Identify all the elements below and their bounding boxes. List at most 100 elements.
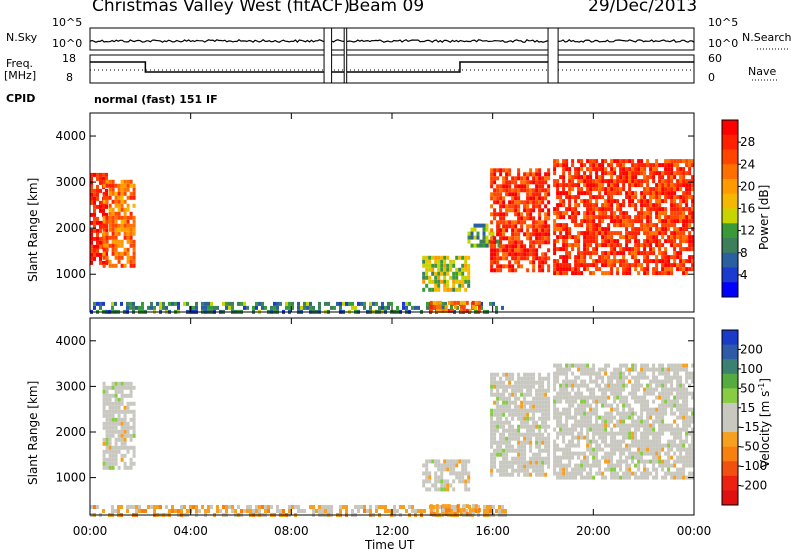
range-cell xyxy=(517,176,521,181)
range-cell xyxy=(685,171,689,176)
range-cell xyxy=(523,436,527,441)
range-cell xyxy=(568,187,572,192)
range-cell xyxy=(559,383,563,388)
range-cell xyxy=(646,203,650,208)
range-cell xyxy=(646,227,650,232)
range-cell xyxy=(691,439,695,444)
range-cell xyxy=(438,304,442,309)
range-cell xyxy=(490,464,494,469)
range-cell xyxy=(553,463,557,468)
range-cell xyxy=(255,301,258,306)
range-cell xyxy=(462,504,466,509)
range-cell xyxy=(312,505,315,509)
range-cell xyxy=(625,415,629,420)
range-cell xyxy=(568,459,572,464)
range-cell xyxy=(126,187,130,192)
range-cell xyxy=(120,191,124,196)
range-cell xyxy=(637,271,641,276)
range-cell xyxy=(514,184,518,189)
range-cell xyxy=(598,471,602,476)
range-cell xyxy=(102,397,106,402)
range-cell xyxy=(592,259,596,264)
range-cell xyxy=(562,255,566,260)
range-cell xyxy=(425,487,429,492)
range-cell xyxy=(532,188,536,193)
range-cell xyxy=(511,376,515,381)
range-cell xyxy=(589,271,593,276)
range-cell xyxy=(520,220,524,225)
range-cell xyxy=(123,191,127,196)
range-cell xyxy=(434,259,438,264)
range-cell xyxy=(126,219,130,224)
range-cell xyxy=(559,255,563,260)
range-cell xyxy=(102,208,105,213)
range-cell xyxy=(595,403,599,408)
beam-label: Beam 09 xyxy=(348,0,425,16)
range-cell xyxy=(553,207,557,212)
range-cell xyxy=(670,427,674,432)
range-cell xyxy=(679,439,683,444)
range-cell xyxy=(640,203,644,208)
range-cell xyxy=(207,505,210,509)
range-cell xyxy=(93,204,96,209)
plot-area xyxy=(90,318,694,515)
range-cell xyxy=(559,399,563,404)
range-cell xyxy=(691,235,695,240)
range-cell xyxy=(589,219,593,224)
range-cell xyxy=(526,212,530,217)
range-cell xyxy=(691,375,695,380)
range-cell xyxy=(102,251,106,256)
range-cell xyxy=(667,427,671,432)
range-cell xyxy=(586,475,590,480)
range-cell xyxy=(655,271,659,276)
range-cell xyxy=(225,505,228,509)
range-cell xyxy=(607,203,611,208)
range-cell xyxy=(499,240,503,245)
range-cell xyxy=(96,220,99,225)
range-cell xyxy=(544,192,548,197)
range-cell xyxy=(559,163,563,168)
range-cell xyxy=(276,301,279,306)
range-cell xyxy=(622,415,626,420)
range-cell xyxy=(514,456,518,461)
range-cell xyxy=(541,388,545,393)
range-cell xyxy=(658,219,662,224)
range-cell xyxy=(595,471,599,476)
range-cell xyxy=(111,433,115,438)
range-cell xyxy=(610,455,614,460)
range-cell xyxy=(613,399,617,404)
cpid-value: normal (fast) 151 IF xyxy=(94,93,218,106)
range-cell xyxy=(679,447,683,452)
range-cell xyxy=(514,428,518,433)
range-cell xyxy=(132,219,136,224)
range-cell xyxy=(126,401,130,406)
range-cell xyxy=(664,231,668,236)
range-cell xyxy=(529,240,533,245)
range-cell xyxy=(490,384,494,389)
range-cell xyxy=(508,192,512,197)
range-cell xyxy=(580,415,584,420)
range-cell xyxy=(667,227,671,232)
power-colorbar-swatch xyxy=(722,208,738,224)
range-cell xyxy=(574,183,578,188)
range-cell xyxy=(102,176,105,181)
range-cell xyxy=(637,447,641,452)
range-cell xyxy=(538,176,542,181)
range-cell xyxy=(622,471,626,476)
range-cell xyxy=(586,463,590,468)
range-cell xyxy=(446,463,450,468)
range-cell xyxy=(437,475,441,480)
range-cell xyxy=(496,392,500,397)
range-cell xyxy=(628,271,632,276)
range-cell xyxy=(679,475,683,480)
range-cell xyxy=(538,192,542,197)
range-cell xyxy=(129,301,132,306)
range-cell xyxy=(461,459,465,464)
range-cell xyxy=(637,251,641,256)
range-cell xyxy=(583,203,587,208)
range-cell xyxy=(673,411,677,416)
range-cell xyxy=(610,183,614,188)
range-cell xyxy=(661,227,665,232)
range-cell xyxy=(661,431,665,436)
range-cell xyxy=(553,471,557,476)
